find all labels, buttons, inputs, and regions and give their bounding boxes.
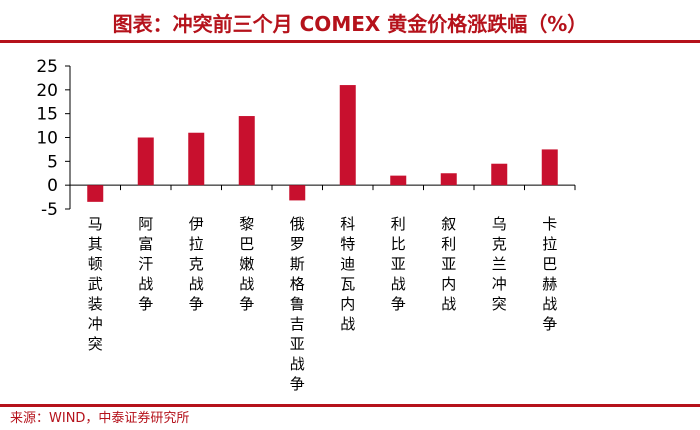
x-category-label: 黎巴嫩战争 <box>239 215 254 313</box>
bar <box>137 137 154 186</box>
title-divider <box>0 40 700 43</box>
y-tick-label: 25 <box>36 57 58 77</box>
bar <box>188 132 205 186</box>
x-category-label: 马其顿武装冲突 <box>88 215 103 353</box>
x-category-label: 卡拉巴赫战争 <box>542 215 557 333</box>
x-category-label: 阿富汗战争 <box>138 215 153 313</box>
bar <box>440 173 457 186</box>
y-tick-label: 15 <box>36 105 58 125</box>
bar <box>238 116 255 186</box>
bar <box>87 185 104 202</box>
footer-divider <box>0 404 700 407</box>
bar-chart: 25 20 15 10 5 0 -5 马其顿武装冲突 阿富汗战争 伊拉克战争 黎巴嫩战争 俄罗斯格鲁吉… <box>36 57 576 393</box>
y-tick-label: 20 <box>36 81 58 101</box>
y-tick-label: -5 <box>41 200 58 220</box>
chart-title: 图表：冲突前三个月 COMEX 黄金价格涨跌幅（%） <box>112 12 588 36</box>
x-category-label: 利比亚战争 <box>391 215 406 313</box>
x-category-label: 伊拉克战争 <box>189 215 204 313</box>
bar <box>289 185 306 201</box>
title-bar: 图表：冲突前三个月 COMEX 黄金价格涨跌幅（%） <box>0 0 700 44</box>
x-category-label: 乌克兰冲突 <box>492 215 507 313</box>
x-category-label: 科特迪瓦内战 <box>340 215 355 333</box>
source-note: 来源：WIND，中泰证券研究所 <box>10 411 190 426</box>
bar <box>390 175 407 186</box>
bar <box>491 163 508 186</box>
x-category-label: 叙利亚内战 <box>441 215 456 313</box>
y-tick-label: 5 <box>47 152 58 172</box>
x-category-label: 俄罗斯格鲁吉亚战争 <box>290 215 305 393</box>
y-tick-label: 10 <box>36 129 58 149</box>
bar <box>339 85 356 186</box>
y-tick-label: 0 <box>47 176 58 196</box>
bar <box>541 149 558 186</box>
